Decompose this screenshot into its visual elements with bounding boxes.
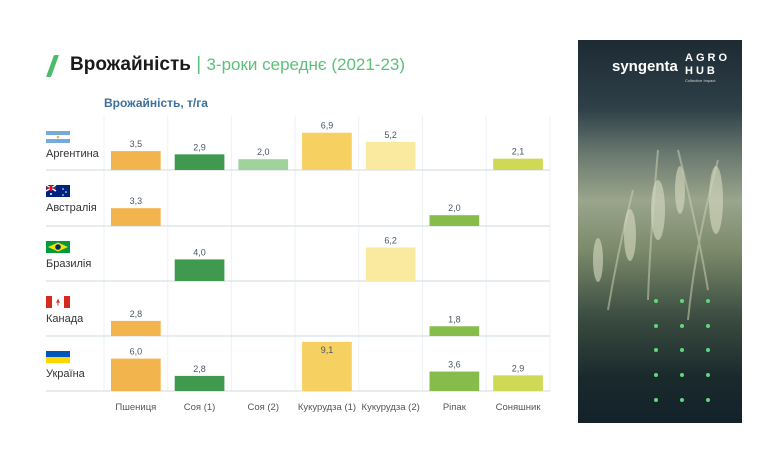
- decorative-dot: [706, 348, 710, 352]
- bar-2-1: [174, 259, 225, 281]
- argentina-flag-icon: [46, 130, 70, 143]
- decorative-dot: [680, 398, 684, 402]
- bar-4-5: [429, 371, 480, 391]
- data-label: 2,0: [257, 147, 270, 157]
- canada-flag-icon: [46, 295, 70, 308]
- bar-0-6: [493, 158, 543, 170]
- decorative-dot: [654, 299, 658, 303]
- bar-4-1: [174, 375, 225, 391]
- title-main: Врожайність: [70, 54, 191, 75]
- title-subtitle: 3-роки середнє (2021-23): [206, 55, 406, 74]
- agrohub-logo: AGRO HUB: [685, 52, 730, 78]
- bar-1-5: [429, 215, 480, 226]
- decorative-dot: [654, 398, 658, 402]
- data-label: 6,0: [130, 347, 143, 357]
- category-label: Соя (2): [247, 402, 279, 413]
- decorative-dot: [706, 299, 710, 303]
- data-label: 2,9: [512, 363, 525, 373]
- wheat-photo: [593, 149, 723, 321]
- data-label: 6,9: [321, 121, 334, 131]
- country-label: Україна: [46, 368, 85, 380]
- yield-chart: 3,5 2,9 2,0 6,9 5,2 2,1 3,3 2,0 4,0 6,2 2,8 1,8 6,0 2…: [46, 116, 551, 413]
- category-label: Ріпак: [443, 402, 467, 413]
- bar-0-0: [111, 151, 161, 170]
- bar-0-4: [365, 141, 416, 170]
- category-label: Пшениця: [115, 402, 156, 413]
- decorative-dot: [706, 398, 710, 402]
- brazil-flag-icon: [46, 240, 70, 253]
- country-label: Австралія: [46, 202, 97, 214]
- data-label: 6,2: [384, 236, 397, 246]
- data-label: 2,9: [193, 142, 206, 152]
- category-label: Соняшник: [496, 402, 542, 413]
- decorative-dot: [706, 373, 710, 377]
- decorative-dot: [680, 324, 684, 328]
- decorative-dot: [706, 324, 710, 328]
- decorative-dot: [680, 299, 684, 303]
- data-label: 2,1: [512, 147, 525, 157]
- decorative-dot: [654, 373, 658, 377]
- country-label: Бразилія: [46, 258, 92, 270]
- agrohub-tagline: Collective Impact: [685, 78, 716, 83]
- syngenta-logo: syngenta: [612, 58, 678, 75]
- country-label: Канада: [46, 313, 84, 325]
- agrohub-line1: AGRO: [685, 52, 730, 64]
- data-label: 1,8: [448, 314, 461, 324]
- data-label: 2,0: [448, 203, 461, 213]
- country-label: Аргентина: [46, 148, 99, 160]
- category-label: Соя (1): [184, 402, 216, 413]
- category-label: Кукурудза (1): [298, 402, 356, 413]
- bar-0-3: [302, 132, 352, 170]
- side-banner: syngenta AGRO HUB Collective Impact: [578, 40, 742, 423]
- decorative-dot: [654, 324, 658, 328]
- data-label: 2,8: [130, 309, 143, 319]
- bar-1-0: [111, 208, 161, 226]
- data-label: 3,3: [130, 196, 143, 206]
- title-separator: |: [196, 54, 202, 75]
- category-label: Кукурудза (2): [362, 402, 420, 413]
- bar-0-2: [238, 159, 289, 170]
- data-label: 3,6: [448, 360, 461, 370]
- chart-title: Врожайність, т/га: [104, 96, 208, 110]
- data-label: 9,1: [321, 345, 334, 355]
- data-label: 3,5: [130, 139, 143, 149]
- agrohub-line2: HUB: [685, 65, 718, 77]
- decorative-dot: [680, 373, 684, 377]
- decorative-dot: [654, 348, 658, 352]
- ukraine-flag-icon: [46, 350, 70, 363]
- bar-3-5: [429, 326, 480, 336]
- bar-4-6: [493, 375, 543, 391]
- bar-4-0: [111, 358, 161, 391]
- bar-0-1: [174, 154, 225, 170]
- data-label: 4,0: [193, 247, 206, 257]
- page-title: Врожайність | 3-роки середнє (2021-23): [70, 54, 405, 76]
- decorative-dot: [680, 348, 684, 352]
- bar-4-3: [302, 341, 352, 391]
- bar-2-4: [365, 247, 416, 281]
- bar-3-0: [111, 320, 161, 336]
- data-label: 5,2: [384, 130, 397, 140]
- data-label: 2,8: [193, 364, 206, 374]
- australia-flag-icon: [45, 184, 70, 197]
